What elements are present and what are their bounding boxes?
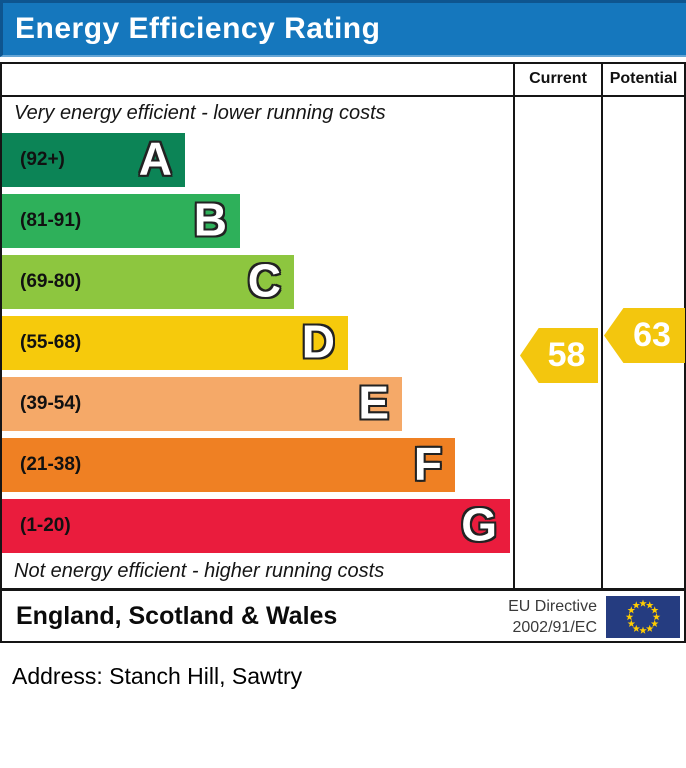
band-e: (39-54) E — [2, 377, 402, 431]
header-banner: Energy Efficiency Rating — [0, 0, 686, 57]
band-a-letter: A — [138, 132, 172, 185]
eu-directive-label: EU Directive 2002/91/EC — [508, 596, 597, 638]
potential-rating-value: 63 — [633, 316, 671, 354]
band-b: (81-91) B — [2, 194, 240, 248]
band-f-letter: F — [413, 437, 442, 490]
band-c-letter: C — [247, 254, 281, 307]
column-header-potential: Potential — [609, 69, 678, 87]
band-d-range: (55-68) — [20, 332, 82, 353]
potential-rating-pointer: 63 — [604, 308, 685, 363]
band-f: (21-38) F — [2, 438, 455, 492]
header-row-divider — [0, 95, 686, 97]
page-title: Energy Efficiency Rating — [15, 12, 381, 45]
band-b-letter: B — [193, 193, 227, 246]
eu-directive-line2: 2002/91/EC — [512, 619, 597, 636]
eu-directive-line1: EU Directive — [508, 598, 597, 615]
band-d-letter: D — [301, 315, 335, 368]
band-a: (92+) A — [2, 133, 185, 187]
footer-row-divider — [0, 588, 686, 591]
band-e-letter: E — [358, 376, 389, 429]
current-rating-value: 58 — [547, 336, 586, 374]
caption-very-efficient: Very energy efficient - lower running co… — [14, 102, 386, 124]
band-g: (1-20) G — [2, 499, 510, 553]
column-divider-current — [513, 62, 515, 588]
band-b-range: (81-91) — [20, 210, 82, 231]
caption-not-efficient: Not energy efficient - higher running co… — [14, 560, 385, 582]
band-d: (55-68) D — [2, 316, 348, 370]
band-g-letter: G — [461, 498, 497, 551]
column-header-current: Current — [529, 69, 587, 87]
band-g-range: (1-20) — [20, 515, 71, 536]
address-line: Address: Stanch Hill, Sawtry — [12, 663, 303, 689]
band-a-range: (92+) — [20, 149, 65, 170]
eu-flag-icon — [606, 596, 680, 638]
column-divider-potential — [601, 62, 603, 588]
current-rating-pointer: 58 — [520, 328, 598, 383]
band-c: (69-80) C — [2, 255, 294, 309]
region-label: England, Scotland & Wales — [16, 601, 338, 630]
band-c-range: (69-80) — [20, 271, 82, 292]
band-f-range: (21-38) — [20, 454, 82, 475]
band-e-range: (39-54) — [20, 393, 82, 414]
